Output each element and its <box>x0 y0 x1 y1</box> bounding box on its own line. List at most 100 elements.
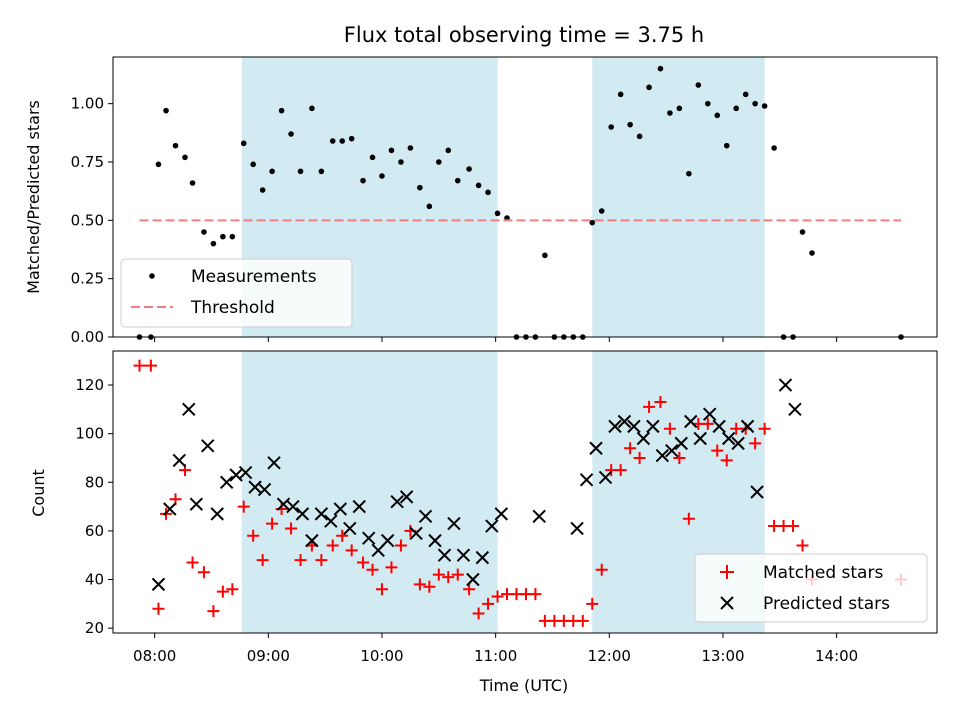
y-tick-label: 40 <box>85 571 104 589</box>
matched-star-point <box>749 437 762 450</box>
matched-star-point <box>423 580 436 593</box>
observing-window <box>592 57 765 337</box>
predicted-star-point <box>362 531 376 545</box>
measurement-point <box>309 105 315 112</box>
matched-star-point <box>633 451 646 464</box>
x-tick-label: 13:00 <box>701 647 744 665</box>
measurement-point <box>407 145 414 151</box>
predicted-star-point <box>627 419 641 434</box>
matched-star-point <box>357 556 370 569</box>
ratio-y-axis-label: Matched/Predicted stars <box>24 100 43 294</box>
measurement-point <box>657 65 664 72</box>
matched-star-point <box>197 566 210 579</box>
matched-star-point <box>586 597 599 610</box>
predicted-star-point <box>494 507 509 521</box>
matched-star-point <box>294 554 307 567</box>
measurement-point <box>485 189 491 196</box>
predicted-star-point <box>740 419 755 434</box>
measurement-point <box>329 138 336 144</box>
measurement-point <box>398 159 404 165</box>
predicted-star-point <box>750 485 764 499</box>
legend-matched-marker <box>720 565 734 579</box>
measurement-point <box>220 233 226 240</box>
predicted-star-point <box>399 490 414 504</box>
matched-star-point <box>654 396 667 409</box>
matched-star-point <box>366 563 379 576</box>
x-tick-label: 11:00 <box>474 647 517 665</box>
predicted-star-point <box>418 509 433 524</box>
predicted-star-point <box>731 436 745 451</box>
measurement-point <box>761 103 768 109</box>
predicted-star-point <box>189 497 204 511</box>
measurement-point <box>278 107 285 114</box>
measurement-point <box>318 168 325 175</box>
matched-star-point <box>413 578 426 591</box>
predicted-star-point <box>380 533 395 548</box>
matched-star-point <box>682 512 695 525</box>
predicted-star-point <box>390 495 404 509</box>
count-panel: 20 40 60 80 100 120 08:00 09:00 10:00 11:00 12:00… <box>29 350 938 695</box>
measurement-point <box>348 135 355 142</box>
predicted-star-point <box>608 419 622 434</box>
measurement-point <box>742 91 749 98</box>
measurement-point <box>589 219 596 226</box>
predicted-star-point <box>532 509 546 524</box>
matched-star-point <box>451 568 464 581</box>
matched-star-point <box>266 517 279 530</box>
predicted-star-point <box>172 453 187 468</box>
matched-star-point <box>529 588 542 601</box>
matched-star-point <box>463 583 476 596</box>
predicted-star-point <box>702 407 717 421</box>
legend-predicted-marker <box>720 596 734 610</box>
predicted-star-point <box>674 436 688 451</box>
matched-star-point <box>442 571 455 584</box>
observing-window-shading <box>241 351 765 633</box>
measurement-point <box>809 250 815 256</box>
y-tick-label: 120 <box>75 376 104 394</box>
measurement-point <box>723 142 730 149</box>
matched-star-point <box>186 556 199 569</box>
matched-star-point <box>701 417 714 430</box>
predicted-star-point <box>456 548 471 562</box>
measurement-point <box>676 105 683 112</box>
predicted-star-point <box>778 378 793 392</box>
matched-star-point <box>796 539 809 552</box>
matched-star-point <box>326 539 339 552</box>
predicted-star-point <box>295 507 310 521</box>
measurement-point <box>297 168 304 175</box>
matched-star-point <box>472 607 485 620</box>
measurement-point <box>608 124 614 130</box>
measurement-point <box>636 133 643 140</box>
x-tick-label: 12:00 <box>588 647 631 665</box>
predicted-star-point <box>636 431 651 446</box>
predicted-star-point <box>267 456 281 470</box>
predicted-star-point <box>437 548 452 562</box>
measurement-point <box>250 161 256 168</box>
predicted-star-point <box>570 521 584 536</box>
x-tick-label: 14:00 <box>815 647 858 665</box>
matched-star-point <box>207 605 220 618</box>
measurement-point <box>155 161 162 168</box>
predicted-star-point <box>314 507 329 521</box>
predicted-star-point <box>201 439 215 453</box>
matched-star-point <box>643 400 656 413</box>
predicted-star-point <box>352 499 366 514</box>
x-axis-label: Time (UTC) <box>479 676 568 695</box>
matched-star-point <box>758 422 771 435</box>
measurement-point <box>466 166 472 172</box>
measurement-point <box>542 252 548 259</box>
measurement-point <box>475 182 482 189</box>
matched-star-point <box>491 590 504 603</box>
predicted-star-point <box>475 550 490 565</box>
measurement-point <box>388 147 395 154</box>
matched-star-point <box>624 442 637 455</box>
measurement-point <box>733 105 740 112</box>
measurement-point <box>172 142 179 149</box>
y-tick-label: 20 <box>85 619 104 637</box>
matched-star-point <box>285 522 298 535</box>
count-y-axis-label: Count <box>29 469 48 517</box>
count-plot-frame <box>112 350 938 634</box>
legend-matched-label: Matched stars <box>763 563 883 583</box>
measurement-point <box>436 159 442 165</box>
matched-star-point <box>152 602 165 615</box>
